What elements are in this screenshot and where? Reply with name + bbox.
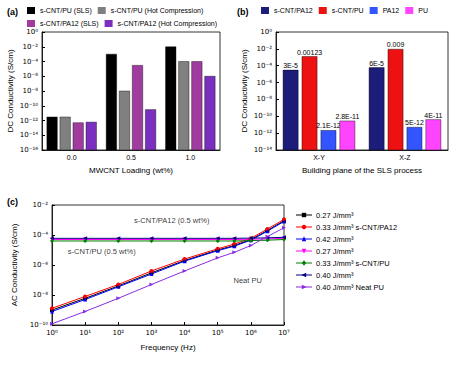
svg-text:10⁻⁸: 10⁻⁸ (257, 95, 273, 103)
svg-text:4E-11: 4E-11 (424, 112, 442, 119)
svg-text:10⁻²: 10⁻² (23, 43, 39, 51)
svg-text:10⁴: 10⁴ (179, 329, 191, 337)
svg-text:10⁻⁴: 10⁻⁴ (257, 62, 273, 70)
svg-text:10⁻²: 10⁻² (257, 45, 273, 53)
svg-text:10⁻²: 10⁻² (33, 201, 49, 209)
svg-text:MWCNT Loading (wt%): MWCNT Loading (wt%) (89, 166, 173, 175)
svg-text:10⁻⁴: 10⁻⁴ (23, 58, 39, 66)
svg-text:Neat PU: Neat PU (234, 276, 262, 285)
svg-text:Frequency (Hz): Frequency (Hz) (140, 343, 195, 352)
svg-text:s-CNT/PU (Hot Compression): s-CNT/PU (Hot Compression) (111, 7, 204, 15)
svg-text:s-CNT/PU (SLS): s-CNT/PU (SLS) (40, 7, 92, 15)
svg-text:10⁻⁴: 10⁻⁴ (33, 231, 49, 239)
svg-text:0.33 J/mm³ s-CNT/PU: 0.33 J/mm³ s-CNT/PU (316, 259, 390, 268)
svg-text:s-CNT/PA12 (SLS): s-CNT/PA12 (SLS) (40, 20, 99, 28)
svg-text:0.40 J/mm³: 0.40 J/mm³ (316, 271, 354, 280)
svg-text:0.33 J/mm³ s-CNT/PA12: 0.33 J/mm³ s-CNT/PA12 (316, 223, 397, 232)
svg-text:10¹: 10¹ (79, 329, 91, 337)
svg-text:10⁻⁶: 10⁻⁶ (23, 72, 39, 80)
svg-text:6E-5: 6E-5 (369, 60, 384, 67)
svg-text:10⁻⁸: 10⁻⁸ (33, 291, 49, 299)
svg-text:10⁻¹⁴: 10⁻¹⁴ (20, 131, 38, 139)
svg-text:10⁻⁸: 10⁻⁸ (23, 87, 39, 95)
svg-text:10⁵: 10⁵ (212, 329, 224, 337)
svg-text:s-CNT/PU: s-CNT/PU (332, 7, 364, 14)
svg-text:0.009: 0.009 (387, 41, 405, 48)
svg-text:10⁰: 10⁰ (26, 28, 38, 36)
svg-text:DC Conductivity (S/cm): DC Conductivity (S/cm) (6, 49, 15, 132)
svg-text:s-CNT/PU (0.5 wt%): s-CNT/PU (0.5 wt%) (68, 247, 136, 256)
svg-text:2.1E-12: 2.1E-12 (316, 122, 341, 129)
svg-text:10⁻⁶: 10⁻⁶ (33, 261, 49, 269)
svg-text:s-CNT/PA12: s-CNT/PA12 (274, 7, 313, 14)
svg-text:X-Y: X-Y (313, 154, 325, 161)
svg-text:2.8E-11: 2.8E-11 (335, 113, 359, 120)
svg-text:10⁻¹⁶: 10⁻¹⁶ (20, 146, 38, 154)
svg-text:PU: PU (418, 7, 428, 14)
svg-text:0.27 J/mm³: 0.27 J/mm³ (316, 211, 354, 220)
svg-text:PA12: PA12 (383, 7, 400, 14)
svg-text:10³: 10³ (146, 329, 158, 337)
svg-text:(b): (b) (237, 7, 249, 17)
svg-text:s-CNT/PA12 (0.5 wt%): s-CNT/PA12 (0.5 wt%) (134, 216, 210, 225)
svg-text:10⁶: 10⁶ (245, 329, 257, 337)
svg-text:0.0: 0.0 (67, 154, 77, 161)
svg-text:5E-12: 5E-12 (405, 119, 424, 126)
svg-text:10⁻¹⁰: 10⁻¹⁰ (20, 102, 38, 110)
svg-text:10⁷: 10⁷ (278, 329, 290, 337)
svg-text:3E-5: 3E-5 (283, 62, 298, 69)
svg-text:0.27 J/mm³: 0.27 J/mm³ (316, 247, 354, 256)
svg-text:10⁻⁶: 10⁻⁶ (257, 79, 273, 87)
svg-text:0.5: 0.5 (126, 154, 136, 161)
svg-text:10⁻¹²: 10⁻¹² (20, 117, 38, 125)
svg-text:0.42 J/mm³: 0.42 J/mm³ (316, 235, 354, 244)
svg-text:10⁻¹²: 10⁻¹² (254, 129, 272, 137)
svg-text:0.00123: 0.00123 (297, 49, 322, 56)
svg-text:10²: 10² (112, 329, 124, 337)
svg-text:Building plane of the SLS proc: Building plane of the SLS process (302, 166, 422, 175)
svg-text:10⁻¹⁰: 10⁻¹⁰ (29, 321, 48, 329)
svg-text:10⁻¹⁴: 10⁻¹⁴ (254, 146, 272, 154)
svg-text:AC Conductivity (S/cm): AC Conductivity (S/cm) (10, 223, 19, 306)
svg-text:DC Conductivity (S/cm): DC Conductivity (S/cm) (240, 49, 249, 132)
svg-text:X-Z: X-Z (399, 154, 411, 161)
svg-text:s-CNT/PA12 (Hot Compression): s-CNT/PA12 (Hot Compression) (118, 20, 217, 28)
svg-text:1.0: 1.0 (185, 154, 195, 161)
svg-text:(a): (a) (7, 7, 18, 17)
svg-text:10⁰: 10⁰ (46, 329, 58, 337)
svg-text:0.40 J/mm³ Neat PU: 0.40 J/mm³ Neat PU (316, 283, 384, 292)
svg-text:10⁰: 10⁰ (260, 28, 272, 36)
svg-text:10⁻¹⁰: 10⁻¹⁰ (254, 112, 272, 120)
svg-text:(c): (c) (7, 197, 18, 207)
